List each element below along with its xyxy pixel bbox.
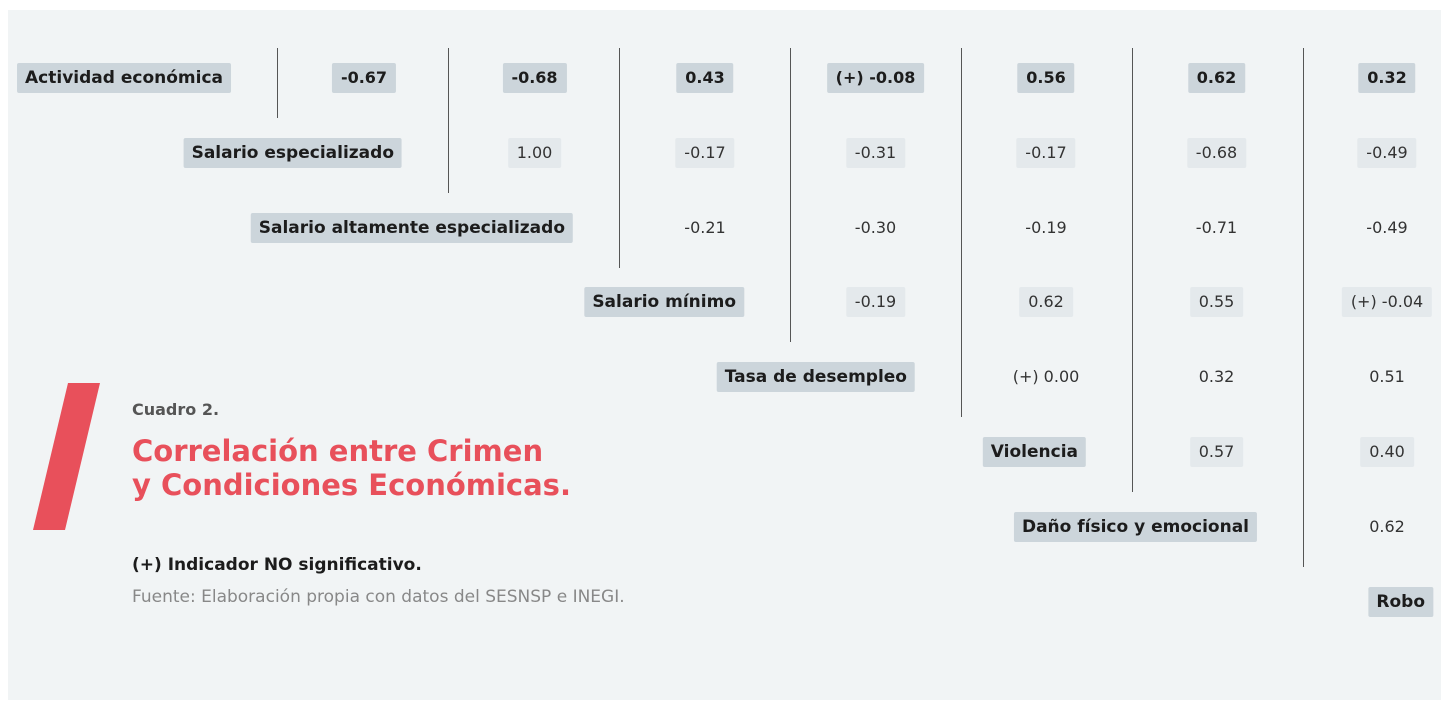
row-label: Violencia (982, 437, 1086, 467)
cell-value: -0.49 (1366, 217, 1408, 237)
cell-value: (+) -0.08 (826, 63, 925, 93)
divider (1132, 48, 1133, 492)
divider (448, 48, 449, 193)
cell-value: -0.67 (331, 63, 397, 93)
cell-value: -0.68 (1186, 137, 1247, 168)
cell-value: (+) 0.00 (1012, 367, 1080, 387)
row-label: Actividad económica (17, 63, 231, 93)
cell-value: -0.68 (502, 63, 567, 93)
cell-value: -0.71 (1195, 217, 1238, 237)
cell-value: 1.00 (507, 137, 562, 168)
cell-value: 0.32 (1358, 63, 1416, 93)
cell-value: 0.62 (1187, 63, 1246, 93)
row-label: Salario especializado (183, 137, 402, 168)
cell-value: -0.30 (854, 217, 897, 237)
title-line: Correlación entre Crimen (132, 434, 544, 468)
divider (961, 48, 962, 418)
cell-value: -0.19 (845, 287, 906, 318)
row-label: Salario mínimo (584, 287, 744, 318)
cell-value: -0.21 (684, 217, 726, 237)
cell-value: 0.32 (1198, 367, 1235, 387)
title-line: y Condiciones Económicas. (132, 468, 571, 502)
divider (1303, 48, 1304, 567)
cell-value: -0.19 (1025, 217, 1067, 237)
divider (619, 48, 620, 268)
cell-value: -0.49 (1357, 137, 1417, 168)
divider (277, 48, 278, 118)
panel (8, 10, 1441, 700)
cell-value: -0.17 (1016, 137, 1076, 168)
cell-value: 0.43 (676, 63, 734, 93)
row-label: Robo (1368, 586, 1433, 617)
table-number: Cuadro 2. (132, 400, 220, 419)
cell-value: 0.51 (1369, 367, 1405, 387)
cell-value: 0.55 (1189, 287, 1244, 318)
cell-value: 0.40 (1360, 437, 1414, 467)
slash (33, 383, 100, 530)
cell-value: 0.62 (1369, 516, 1405, 536)
row-label: Daño físico y emocional (1013, 511, 1257, 542)
note: (+) Indicador NO significativo. (132, 555, 422, 575)
cell-value: (+) -0.04 (1341, 287, 1433, 318)
source: Fuente: Elaboración propia con datos del… (132, 587, 625, 607)
cell-value: 0.57 (1189, 437, 1244, 467)
row-label: Tasa de desempleo (716, 362, 915, 393)
divider (790, 48, 791, 343)
cell-value: 0.56 (1017, 63, 1075, 93)
row-label: Salario altamente especializado (250, 212, 573, 243)
cell-value: -0.31 (845, 137, 906, 168)
cell-value: 0.62 (1019, 287, 1073, 318)
cell-value: -0.17 (675, 137, 735, 168)
